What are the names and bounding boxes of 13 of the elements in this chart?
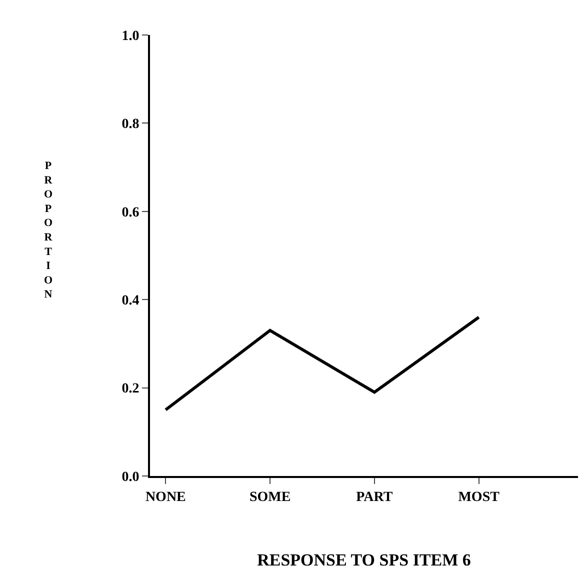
y-tick-label: 1.0 <box>122 28 140 44</box>
y-tick-label: 0.0 <box>122 470 140 485</box>
x-tick-label: NONE <box>145 490 186 505</box>
y-tick-label: 0.2 <box>122 382 140 397</box>
text: PROPORTION <box>44 160 53 301</box>
x-tick-label: SOME <box>249 490 291 505</box>
x-axis-title: RESPONSE TO SPS ITEM 6 <box>257 550 471 570</box>
x-tick-label: MOST <box>458 490 500 505</box>
y-tick-label: 0.6 <box>122 205 140 220</box>
y-tick-label: 0.8 <box>122 117 140 132</box>
line-series <box>164 316 480 412</box>
x-tick-label: PART <box>356 490 394 505</box>
y-tick-label: 0.4 <box>122 294 140 308</box>
